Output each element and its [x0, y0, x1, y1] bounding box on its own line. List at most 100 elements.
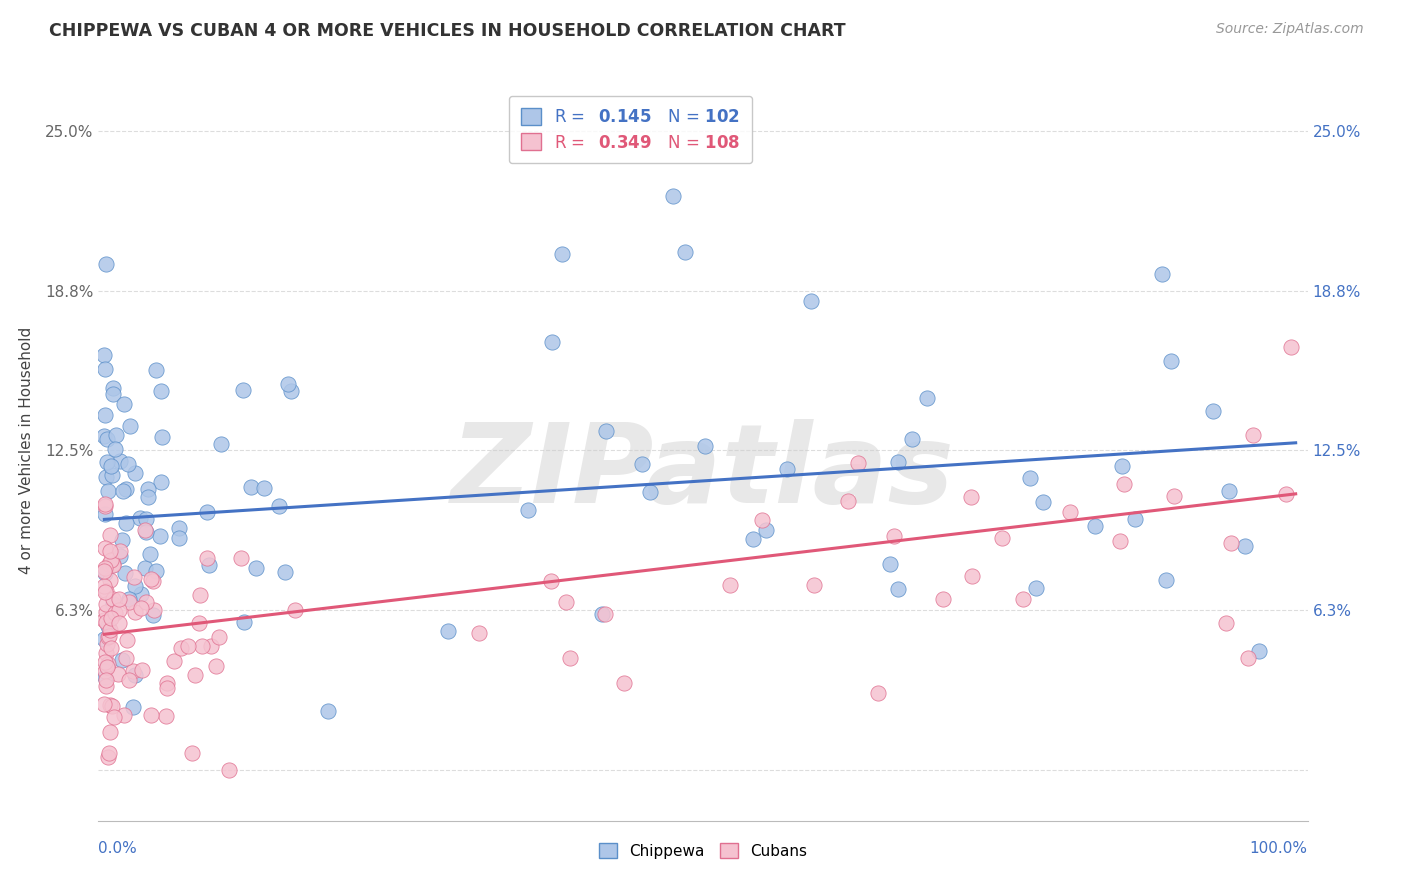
Point — [1275, 487, 1298, 501]
Point — [1218, 483, 1240, 498]
Legend: Chippewa, Cubans: Chippewa, Cubans — [592, 837, 814, 865]
Point — [803, 578, 825, 592]
Point — [208, 630, 231, 644]
Point — [98, 574, 121, 588]
Point — [141, 708, 163, 723]
Point — [887, 455, 910, 469]
Point — [231, 551, 253, 566]
Point — [188, 588, 211, 602]
Point — [115, 516, 138, 530]
Point — [468, 626, 491, 640]
Point — [517, 503, 540, 517]
Point — [131, 587, 153, 601]
Point — [94, 679, 117, 693]
Point — [143, 603, 166, 617]
Point — [100, 467, 122, 482]
Point — [111, 653, 134, 667]
Point — [846, 456, 869, 470]
Point — [886, 582, 908, 596]
Point — [163, 654, 186, 668]
Point — [751, 513, 773, 527]
Point — [103, 710, 125, 724]
Point — [108, 454, 131, 468]
Point — [98, 746, 121, 760]
Point — [555, 595, 578, 609]
Point — [1011, 591, 1033, 606]
Point — [115, 632, 138, 647]
Point — [94, 584, 117, 599]
Point — [1111, 459, 1133, 474]
Point — [156, 675, 179, 690]
Point — [879, 557, 901, 571]
Point — [118, 592, 141, 607]
Point — [93, 348, 115, 362]
Point — [540, 335, 562, 350]
Point — [94, 257, 117, 271]
Point — [96, 605, 118, 619]
Point — [1059, 505, 1081, 519]
Point — [316, 704, 339, 718]
Point — [117, 457, 139, 471]
Point — [630, 458, 652, 472]
Point — [776, 462, 799, 476]
Point — [136, 490, 159, 504]
Point — [96, 660, 118, 674]
Point — [97, 484, 120, 499]
Text: Source: ZipAtlas.com: Source: ZipAtlas.com — [1216, 22, 1364, 37]
Point — [98, 527, 121, 541]
Point — [96, 637, 118, 651]
Point — [94, 670, 117, 684]
Point — [94, 615, 117, 629]
Point — [233, 615, 256, 629]
Point — [638, 484, 661, 499]
Point — [176, 639, 198, 653]
Point — [103, 558, 125, 573]
Point — [107, 615, 129, 630]
Point — [108, 602, 131, 616]
Point — [145, 363, 167, 377]
Point — [101, 557, 124, 571]
Point — [93, 564, 115, 578]
Point — [169, 641, 191, 656]
Point — [1084, 519, 1107, 533]
Point — [755, 523, 778, 537]
Y-axis label: 4 or more Vehicles in Household: 4 or more Vehicles in Household — [20, 326, 34, 574]
Point — [253, 482, 276, 496]
Point — [101, 597, 124, 611]
Point — [94, 497, 117, 511]
Point — [209, 437, 232, 451]
Point — [115, 482, 138, 496]
Point — [134, 560, 156, 574]
Point — [97, 749, 120, 764]
Point — [181, 746, 204, 760]
Point — [118, 673, 141, 688]
Point — [991, 531, 1014, 545]
Point — [917, 391, 939, 405]
Point — [837, 494, 859, 508]
Point — [93, 632, 115, 647]
Point — [108, 544, 131, 558]
Point — [695, 439, 717, 453]
Point — [93, 429, 115, 443]
Point — [1032, 494, 1054, 508]
Text: 100.0%: 100.0% — [1250, 841, 1308, 856]
Point — [98, 725, 121, 739]
Point — [558, 651, 581, 665]
Point — [122, 664, 145, 678]
Point — [107, 666, 129, 681]
Point — [94, 566, 117, 581]
Point — [131, 663, 153, 677]
Point — [1019, 471, 1042, 485]
Point — [94, 507, 117, 521]
Point — [129, 600, 152, 615]
Point — [269, 500, 291, 514]
Point — [675, 244, 697, 259]
Point — [1114, 477, 1136, 491]
Point — [1025, 582, 1047, 596]
Point — [277, 377, 299, 392]
Point — [218, 763, 240, 777]
Point — [135, 525, 157, 540]
Point — [100, 558, 122, 572]
Point — [1219, 535, 1241, 549]
Point — [540, 574, 562, 588]
